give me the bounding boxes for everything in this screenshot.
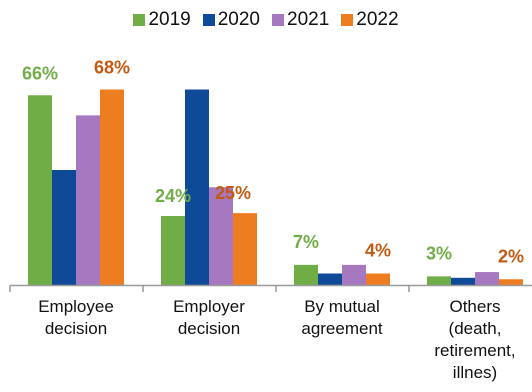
- bar-2021-0: [76, 115, 100, 285]
- data-label-2022-3: 2%: [498, 246, 524, 266]
- bar-2019-2: [294, 264, 318, 285]
- data-label-2019-0: 66%: [22, 63, 58, 83]
- legend-swatch: [133, 14, 146, 26]
- legend: 2019 2020 2021 2022: [0, 6, 532, 34]
- bar-2020-1: [185, 89, 209, 285]
- category-label: Employee: [38, 297, 114, 316]
- bar-2021-3: [475, 272, 499, 285]
- bar-2020-0: [52, 170, 76, 285]
- data-label-2019-1: 24%: [155, 186, 191, 206]
- legend-label: 2021: [287, 9, 330, 30]
- legend-item-2021: 2021: [272, 9, 329, 31]
- data-label-2022-2: 4%: [365, 241, 391, 261]
- bar-2019-1: [161, 216, 185, 285]
- category-label: By mutual: [304, 297, 380, 316]
- bar-2022-1: [233, 213, 257, 285]
- legend-swatch: [272, 14, 284, 26]
- legend-item-2019: 2019: [133, 9, 191, 31]
- category-label: Employer: [173, 297, 245, 316]
- legend-swatch: [202, 14, 215, 26]
- bar-2022-2: [366, 273, 390, 285]
- legend-item-2022: 2022: [341, 9, 399, 31]
- bar-2021-1: [209, 187, 233, 285]
- data-label-2022-0: 68%: [94, 58, 130, 78]
- category-label: (death,: [449, 319, 502, 338]
- data-label-2019-3: 3%: [426, 243, 452, 263]
- bar-2020-2: [318, 273, 342, 285]
- category-label: Others: [449, 297, 500, 316]
- legend-label: 2022: [356, 9, 399, 30]
- data-label-2022-1: 25%: [215, 183, 251, 203]
- bar-2022-3: [499, 279, 523, 285]
- bar-2019-0: [28, 95, 52, 285]
- legend-item-2020: 2020: [202, 9, 260, 31]
- bar-2021-2: [342, 264, 366, 285]
- category-label: illnes): [453, 363, 497, 382]
- bar-2019-3: [427, 276, 451, 285]
- bar-2022-0: [100, 89, 124, 285]
- data-label-2019-2: 7%: [293, 232, 319, 252]
- legend-label: 2019: [148, 9, 191, 30]
- bar-2020-3: [451, 277, 475, 285]
- category-label: retirement,: [434, 341, 515, 360]
- legend-swatch: [341, 14, 354, 26]
- category-label: decision: [45, 319, 107, 338]
- legend-label: 2020: [217, 9, 260, 30]
- category-label: decision: [178, 319, 240, 338]
- category-label: agreement: [301, 319, 383, 338]
